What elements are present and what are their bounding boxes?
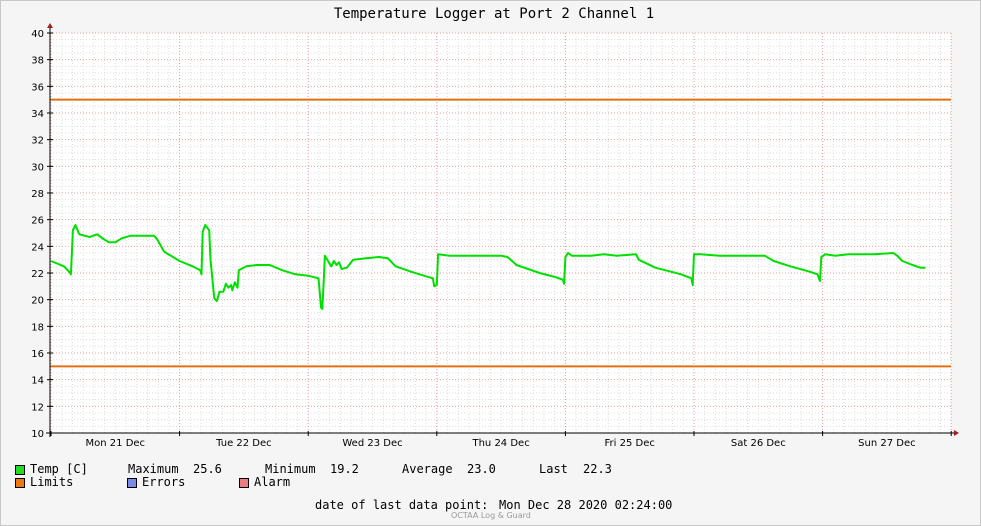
y-tick-label: 40: [31, 29, 44, 40]
y-tick-label: 38: [31, 56, 44, 67]
chart-title: Temperature Logger at Port 2 Channel 1: [334, 6, 654, 22]
y-tick-label: 30: [31, 162, 44, 173]
last-point-label: date of last data point:: [315, 498, 489, 512]
legend-last-label: Last: [539, 462, 568, 476]
watermark-text: OCTAA Log & Guard: [451, 511, 531, 520]
axes: [46, 23, 959, 437]
legend-max-value: 25.6: [193, 462, 222, 476]
y-tick-label: 10: [31, 429, 44, 440]
y-tick-label: 32: [31, 136, 44, 147]
y-axis-arrow: [47, 23, 53, 28]
limit-lines: [50, 98, 951, 368]
y-tick-label: 34: [31, 109, 44, 120]
y-tick-label: 12: [31, 402, 44, 413]
x-tick-label: Mon 21 Dec: [86, 438, 146, 449]
x-tick-label: Sat 26 Dec: [731, 438, 786, 449]
legend-errors-label: Errors: [142, 475, 186, 489]
legend-limits-label: Limits: [30, 475, 74, 489]
y-tick-label: 24: [31, 242, 44, 253]
legend-errors-swatch: [127, 478, 137, 488]
series-layer: [50, 224, 926, 310]
legend-avg-label: Average: [402, 462, 453, 476]
legend-alarm-label: Alarm: [254, 475, 291, 489]
y-tick-label: 26: [31, 216, 44, 227]
legend-max-label: Maximum: [128, 462, 179, 476]
x-tick-label: Thu 24 Dec: [471, 438, 529, 449]
legend-last-value: 22.3: [583, 462, 612, 476]
y-tick-label: 28: [31, 189, 44, 200]
y-tick-label: 22: [31, 269, 44, 280]
x-tick-label: Fri 25 Dec: [605, 438, 655, 449]
x-tick-label: Sun 27 Dec: [858, 438, 915, 449]
y-tick-label: 20: [31, 296, 44, 307]
y-tick-label: 14: [31, 376, 44, 387]
temp-series-line: [50, 224, 926, 310]
legend-limits-swatch: [15, 478, 25, 488]
last-point-value: Mon Dec 28 2020 02:24:00: [499, 498, 673, 512]
x-tick-label: Wed 23 Dec: [342, 438, 402, 449]
x-axis-arrow: [954, 430, 959, 436]
legend-alarm-swatch: [239, 478, 249, 488]
y-tick-label: 16: [31, 349, 44, 360]
y-tick-label: 36: [31, 82, 44, 93]
legend-min-label: Minimum: [265, 462, 316, 476]
legend-min-value: 19.2: [330, 462, 359, 476]
legend-temp-swatch: [15, 465, 25, 475]
legend-temp-label: Temp [C]: [30, 462, 88, 476]
y-tick-labels: 10 12 14 16 18 20 22 24 26 28 30 32 34 36 38 40: [31, 29, 44, 440]
x-tick-labels: Mon 21 Dec Tue 22 Dec Wed 23 Dec Thu 24 Dec…: [86, 438, 916, 449]
x-tick-label: Tue 22 Dec: [215, 438, 272, 449]
y-tick-label: 18: [31, 322, 44, 333]
legend-avg-value: 23.0: [467, 462, 496, 476]
